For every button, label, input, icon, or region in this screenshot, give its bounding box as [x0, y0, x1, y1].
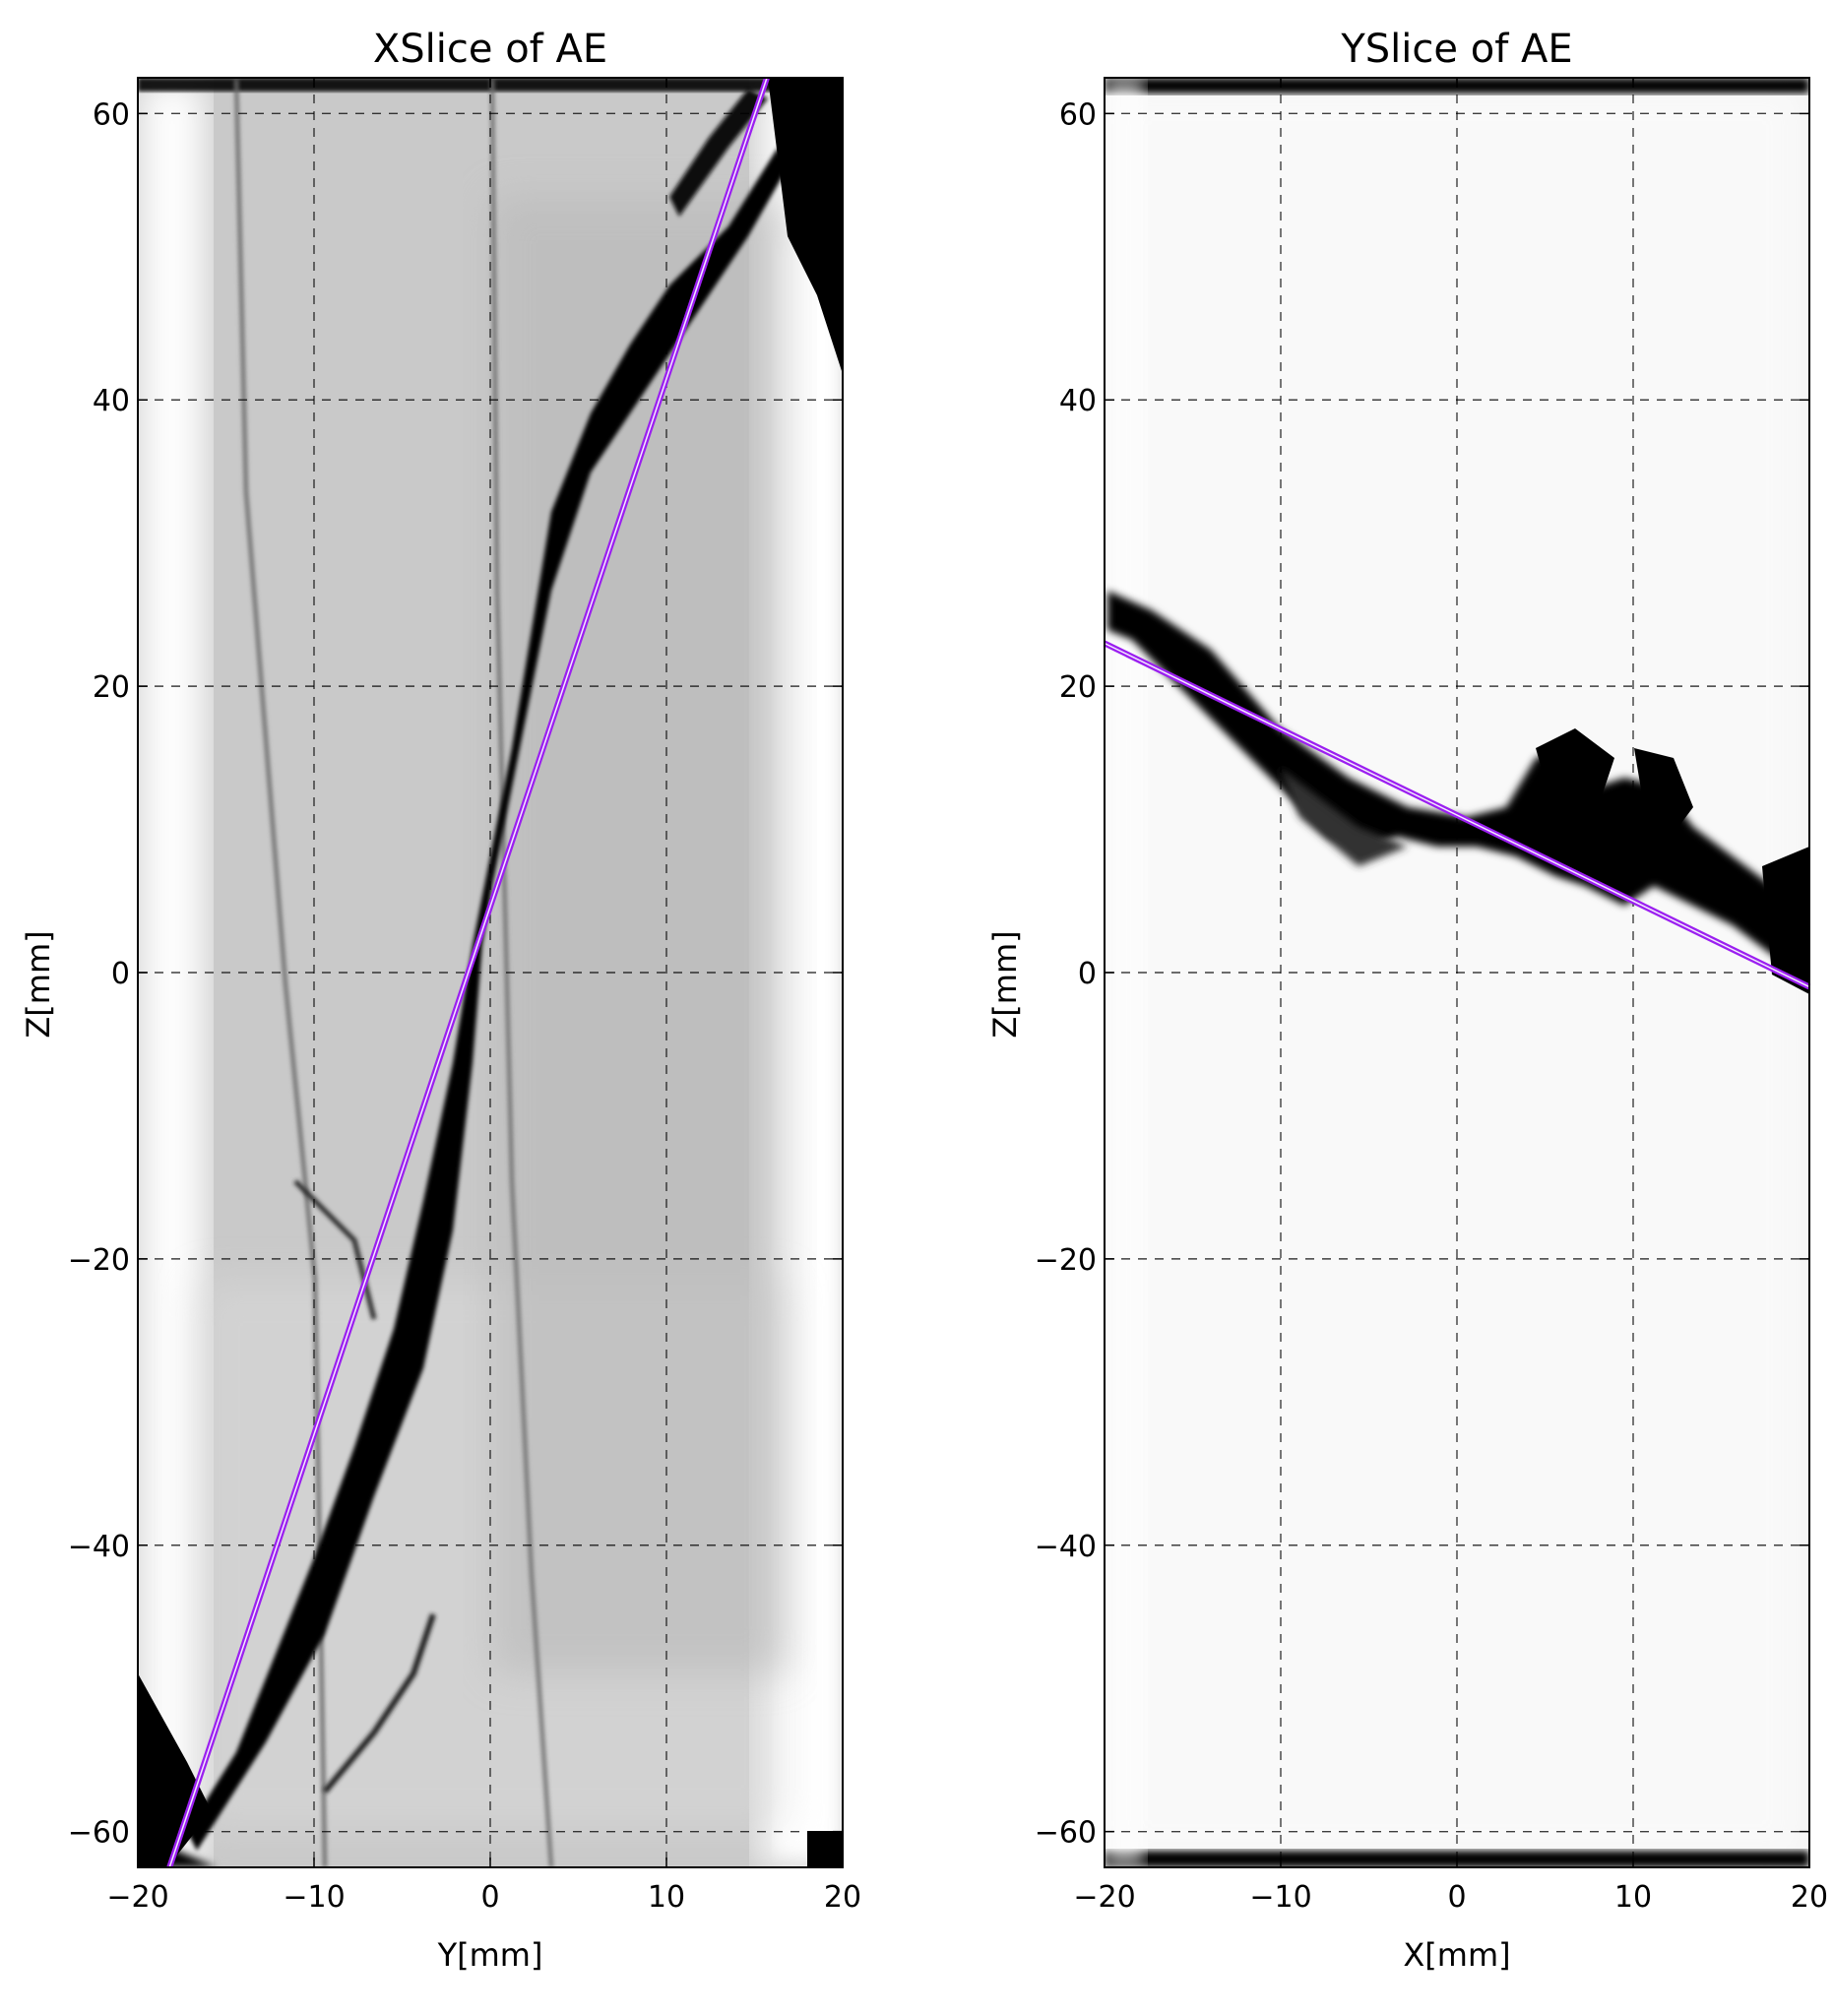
yslice-title: YSlice of AE — [1340, 27, 1572, 72]
yslice-y-ticks: −60 −40 −20 0 20 40 60 — [1035, 97, 1809, 1851]
xslice-title: XSlice of AE — [373, 27, 607, 72]
y-tick-label: 40 — [93, 384, 130, 418]
y-tick-label: −20 — [68, 1243, 130, 1278]
x-tick-label: 10 — [648, 1880, 685, 1915]
y-tick-label: −60 — [68, 1816, 130, 1851]
xslice-ylabel: Z[mm] — [20, 930, 57, 1038]
yslice-xlabel: X[mm] — [1403, 1936, 1510, 1974]
yslice-x-ticks: −20 −10 0 10 20 — [1073, 78, 1828, 1915]
y-tick-label: 40 — [1059, 384, 1097, 418]
y-tick-label: 60 — [1059, 97, 1097, 132]
xslice-xlabel: Y[mm] — [437, 1936, 543, 1974]
x-tick-label: −20 — [1073, 1880, 1135, 1915]
xslice-y-ticks: −60 −40 −20 0 20 40 60 — [68, 97, 843, 1851]
xslice-x-ticks: −20 −10 0 10 20 — [106, 78, 861, 1915]
x-tick-label: 20 — [824, 1880, 861, 1915]
x-tick-label: −20 — [106, 1880, 168, 1915]
x-tick-label: −10 — [283, 1880, 345, 1915]
y-tick-label: −40 — [1035, 1530, 1097, 1564]
fit-line-highlight — [1104, 642, 1810, 988]
y-tick-label: 0 — [1078, 957, 1097, 991]
x-tick-label: 20 — [1791, 1880, 1828, 1915]
x-tick-label: −10 — [1249, 1880, 1311, 1915]
x-tick-label: 10 — [1614, 1880, 1652, 1915]
xslice-grid — [138, 78, 843, 1867]
x-tick-label: 0 — [1447, 1880, 1466, 1915]
x-tick-label: 0 — [480, 1880, 499, 1915]
y-tick-label: 0 — [111, 957, 130, 991]
y-tick-label: −20 — [1035, 1243, 1097, 1278]
y-tick-label: 20 — [93, 670, 130, 705]
xslice-panel: XSlice of AE — [20, 27, 861, 1974]
y-tick-label: 60 — [93, 97, 130, 132]
yslice-fit-line — [1103, 640, 1811, 990]
y-tick-label: 20 — [1059, 670, 1097, 705]
fit-line-highlight — [168, 77, 768, 1868]
xslice-fit-line — [166, 77, 770, 1868]
yslice-grid — [1105, 78, 1809, 1867]
yslice-ylabel: Z[mm] — [986, 930, 1024, 1038]
yslice-panel: YSlice of AE −20 −10 0 10 20 −60 −40 −20 0 20 40 6… — [986, 27, 1828, 1974]
y-tick-label: −40 — [68, 1530, 130, 1564]
y-tick-label: −60 — [1035, 1816, 1097, 1851]
